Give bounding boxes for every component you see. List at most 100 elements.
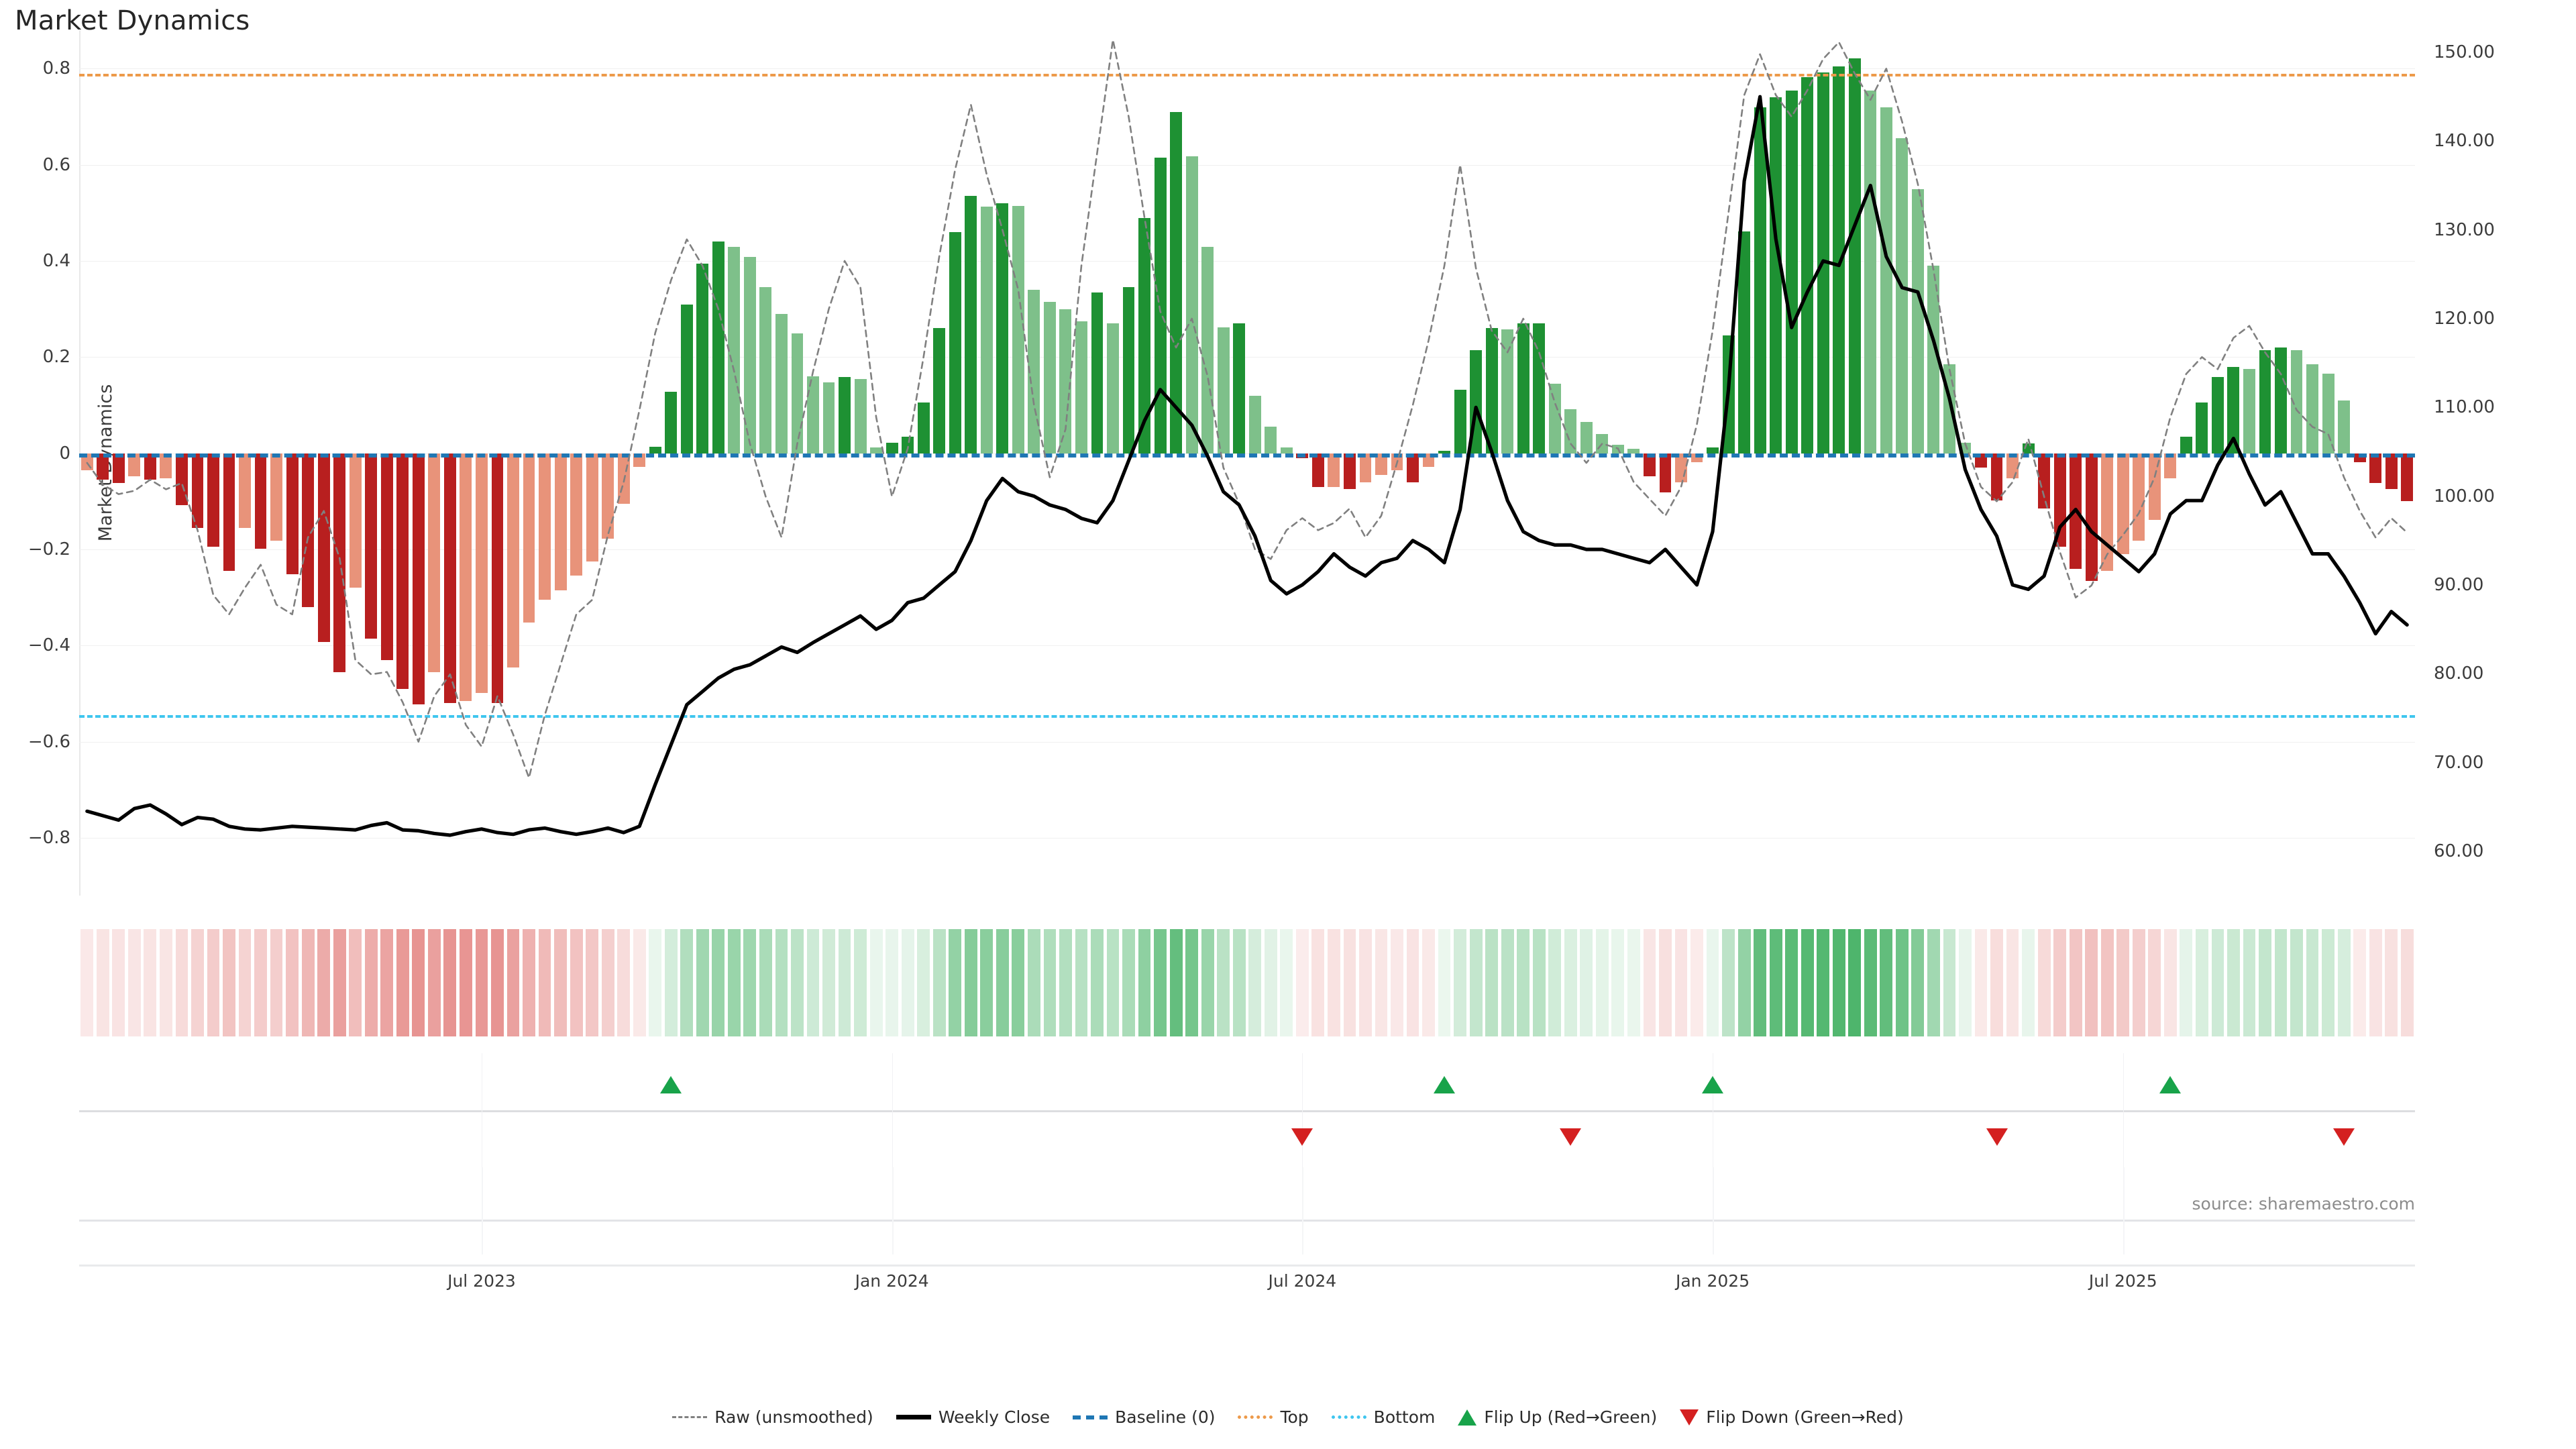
chart-bar <box>2038 453 2051 509</box>
chart-bar <box>1043 301 1056 453</box>
heat-strip-band <box>1769 929 1782 1036</box>
legend-item[interactable]: Bottom <box>1331 1407 1435 1427</box>
heat-strip-band <box>932 929 946 1036</box>
y-axis-right-tick-label: 60.00 <box>2434 841 2484 861</box>
legend-item[interactable]: Weekly Close <box>896 1407 1050 1427</box>
y-axis-right-tick-label: 120.00 <box>2434 309 2495 329</box>
heat-strip-band <box>2116 929 2130 1036</box>
legend-item-label: Weekly Close <box>938 1407 1051 1427</box>
chart-bar <box>602 453 614 539</box>
heat-strip-band <box>869 929 883 1036</box>
heat-strip-band <box>349 929 362 1036</box>
heat-strip-band <box>854 929 867 1036</box>
heat-strip-band <box>2195 929 2208 1036</box>
chart-bar <box>412 453 425 704</box>
legend-item[interactable]: Flip Down (Green→Red) <box>1680 1407 1904 1427</box>
heat-strip-band <box>1722 929 1735 1036</box>
chart-bar <box>712 241 724 453</box>
legend-item[interactable]: Raw (unsmoothed) <box>672 1407 873 1427</box>
heat-strip-band <box>1454 929 1467 1036</box>
heat-strip-band <box>649 929 662 1036</box>
chart-bar <box>1911 189 1924 453</box>
gridline <box>79 261 2415 262</box>
heat-strip-band <box>475 929 488 1036</box>
heat-strip-band <box>1706 929 1719 1036</box>
chart-bar <box>1107 323 1119 453</box>
heat-strip-band <box>1106 929 1120 1036</box>
heat-strip-band <box>1122 929 1135 1036</box>
chart-bar <box>539 453 551 600</box>
heat-strip-band <box>1801 929 1814 1036</box>
chart-bar <box>1265 427 1277 453</box>
chart-bar <box>1454 390 1466 453</box>
flip-up-marker[interactable] <box>1702 1076 1724 1093</box>
heat-strip-band <box>1817 929 1830 1036</box>
chart-bar <box>97 453 109 480</box>
heat-strip-band <box>175 929 189 1036</box>
chart-bar <box>1801 77 1814 453</box>
source-attribution: source: sharemaestro.com <box>2192 1194 2416 1214</box>
chart-bar <box>270 453 283 541</box>
flip-down-marker[interactable] <box>1291 1128 1313 1146</box>
chart-bar <box>1248 395 1261 453</box>
chart-bar <box>1311 453 1324 487</box>
y-axis-right-tick-label: 140.00 <box>2434 131 2495 152</box>
chart-bar <box>1485 328 1498 453</box>
heat-strip-band <box>1517 929 1530 1036</box>
heat-strip-band <box>2180 929 2193 1036</box>
chart-bar <box>396 453 409 689</box>
chart-bar <box>2006 453 2019 478</box>
chart-bar <box>1059 309 1072 453</box>
green-up-triangle-icon <box>1458 1409 1477 1426</box>
chart-bar <box>491 453 504 704</box>
chart-bar <box>1580 422 1593 453</box>
y-axis-left-tick-label: −0.8 <box>28 828 70 848</box>
dotted-cyan-line-icon <box>1331 1415 1366 1419</box>
chart-bar <box>1233 323 1246 453</box>
heat-strip-band <box>1327 929 1340 1036</box>
legend-item-label: Top <box>1280 1407 1309 1427</box>
chart-bar <box>2196 402 2208 453</box>
chart-bar <box>885 442 898 453</box>
flip-down-marker[interactable] <box>2333 1128 2355 1146</box>
flip-down-marker[interactable] <box>1560 1128 1582 1146</box>
y-axis-right-tick-label: 70.00 <box>2434 752 2484 773</box>
flip-up-marker[interactable] <box>660 1076 682 1093</box>
chart-bar <box>791 333 804 453</box>
flip-up-marker[interactable] <box>2159 1076 2182 1093</box>
flip-row-gridline <box>1302 1053 1303 1167</box>
heat-strip-band <box>1201 929 1214 1036</box>
legend-item[interactable]: Baseline (0) <box>1073 1407 1215 1427</box>
chart-bar <box>1990 453 2003 500</box>
chart-bar <box>1848 58 1861 453</box>
legend-item[interactable]: Top <box>1238 1407 1309 1427</box>
y-axis-right-tick-label: 90.00 <box>2434 574 2484 595</box>
chart-bar <box>2164 453 2177 478</box>
chart-bar <box>1927 266 1940 453</box>
heat-strip-band <box>901 929 914 1036</box>
legend-item-label: Flip Up (Red→Green) <box>1484 1407 1658 1427</box>
heat-strip-band <box>538 929 551 1036</box>
y-axis-right-tick-label: 110.00 <box>2434 397 2495 418</box>
heat-strip-band <box>1895 929 1909 1036</box>
chart-bar <box>1138 217 1150 453</box>
heat-strip-band <box>1232 929 1246 1036</box>
flip-up-marker[interactable] <box>1434 1076 1456 1093</box>
heat-strip-band <box>1154 929 1167 1036</box>
chart-bar <box>1833 66 1845 453</box>
chart-bar <box>680 304 693 453</box>
heat-strip-band <box>144 929 157 1036</box>
heat-strip-band <box>159 929 172 1036</box>
heat-strip-band <box>396 929 409 1036</box>
heat-strip-band <box>1911 929 1925 1036</box>
chart-bar <box>1864 90 1877 453</box>
heat-strip-band <box>1659 929 1672 1036</box>
heat-strip-band <box>680 929 694 1036</box>
legend-item[interactable]: Flip Up (Red→Green) <box>1458 1407 1657 1427</box>
chart-bar <box>933 328 946 453</box>
flip-down-marker[interactable] <box>1986 1128 2008 1146</box>
chart-bar <box>1407 453 1419 482</box>
weekly-close-line <box>85 95 2409 837</box>
heat-strip-band <box>96 929 109 1036</box>
y-axis-spine <box>79 30 80 896</box>
